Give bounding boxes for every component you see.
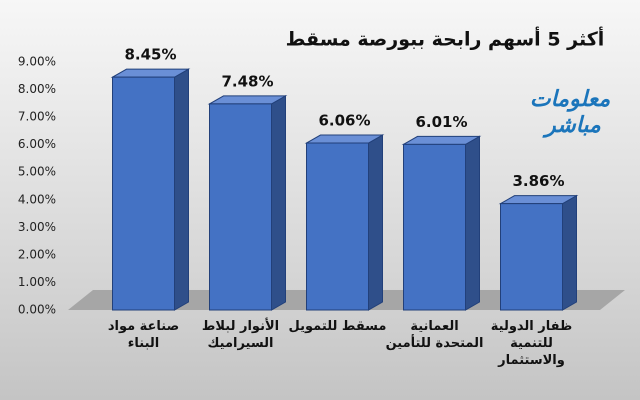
bar [209,103,272,311]
value-label: 8.45% [124,46,176,64]
y-tick-label: 8.00% [18,82,56,96]
bar-top [304,134,385,144]
y-tick-label: 3.00% [18,220,56,234]
value-label: 7.48% [221,72,273,90]
bar-top [498,195,579,205]
x-tick-label: الأنوار لبلاط السيراميك [201,319,280,351]
y-tick-label: 1.00% [18,275,56,289]
bar-side [368,134,383,311]
bar-side [465,135,480,311]
y-tick-label: 6.00% [18,137,56,151]
y-tick-label: 7.00% [18,110,56,124]
logo-line1: معلومات [530,87,610,112]
value-label: 6.06% [318,112,370,130]
bar-top [207,95,288,105]
value-label: 6.01% [415,113,467,131]
bar-side [174,68,189,311]
bar [500,203,563,311]
y-tick-label: 4.00% [18,192,56,206]
y-tick-label: 9.00% [18,55,56,69]
x-tick-label: ظفار الدولية للتنمية والاستثمار [490,319,573,368]
chart-title: أكثر 5 أسهم رابحة ببورصة مسقط [286,27,605,51]
bar [112,76,175,311]
bar [403,143,466,311]
y-tick-label: 5.00% [18,165,56,179]
x-tick-label: صناعة مواد البناء [107,319,180,351]
y-tick-label: 0.00% [18,303,56,317]
bar-side [562,194,577,311]
logo-line2: مباشر [542,113,601,138]
y-tick-label: 2.00% [18,247,56,261]
value-label: 3.86% [512,172,564,190]
x-tick-label: العمانية المتحدة للتأمين [385,319,484,351]
bar-top [401,135,482,145]
bar [306,142,369,311]
bar-top [110,68,191,78]
bar-side [271,95,286,311]
x-tick-label: مسقط للتمويل [288,319,387,334]
